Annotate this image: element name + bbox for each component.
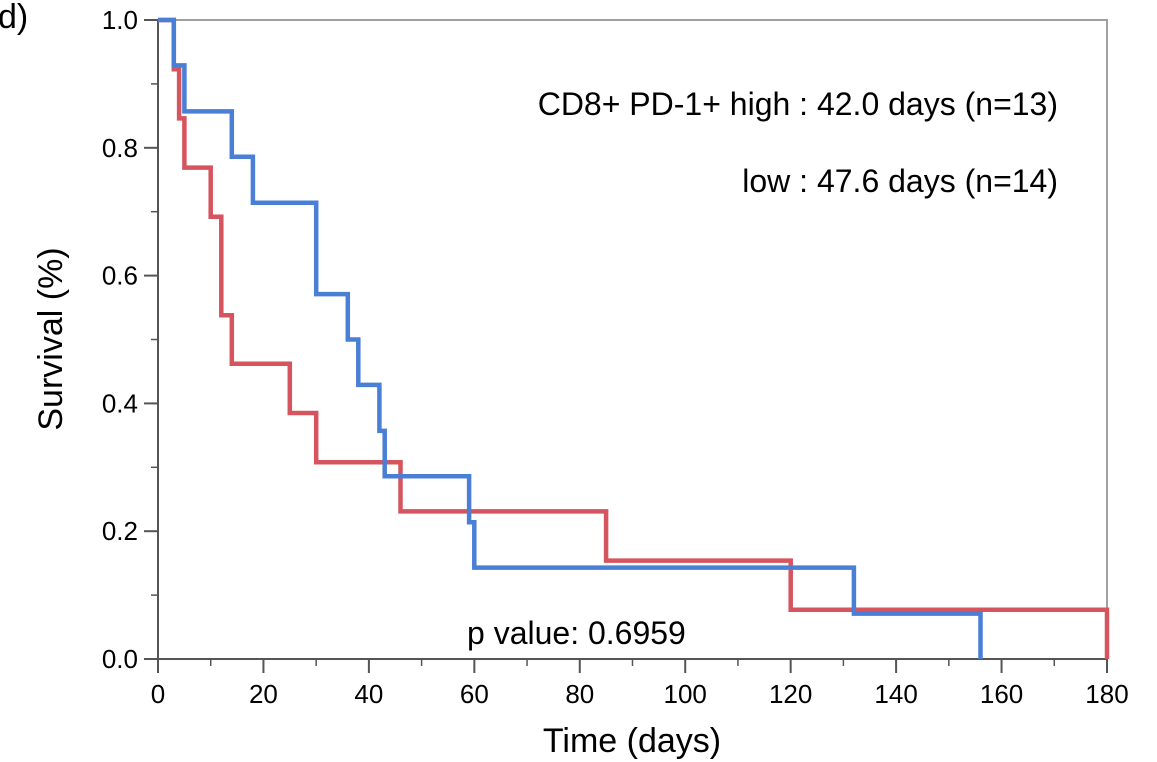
- y-tick-label: 1.0: [102, 5, 138, 35]
- y-tick-label: 0.4: [102, 388, 138, 418]
- x-tick-label: 40: [354, 679, 383, 709]
- x-axis: 0 20 40 60 80 100 120 140 160 180: [151, 658, 1129, 709]
- annotation-p-value: p value: 0.6959: [467, 615, 686, 651]
- y-tick-label: 0.8: [102, 133, 138, 163]
- survival-curve-blue: [158, 17, 983, 659]
- survival-curve-red: [158, 17, 1110, 659]
- annotation-low-group: low : 47.6 days (n=14): [742, 163, 1058, 199]
- x-tick-label: 140: [874, 679, 917, 709]
- y-tick-label: 0.6: [102, 261, 138, 291]
- x-tick-label: 0: [151, 679, 165, 709]
- annotation-high-group: CD8+ PD-1+ high : 42.0 days (n=13): [538, 86, 1058, 122]
- panel-label: d): [0, 0, 28, 36]
- x-tick-label: 20: [249, 679, 278, 709]
- series-layer: [158, 17, 1110, 659]
- x-axis-title: Time (days): [543, 722, 721, 760]
- y-axis: 0.0 0.2 0.4 0.6 0.8 1.0: [102, 5, 159, 674]
- x-tick-label: 100: [664, 679, 707, 709]
- y-axis-title: Survival (%): [32, 247, 70, 430]
- x-tick-label: 60: [460, 679, 489, 709]
- x-tick-label: 160: [980, 679, 1023, 709]
- x-tick-label: 80: [565, 679, 594, 709]
- x-tick-label: 180: [1085, 679, 1128, 709]
- x-tick-label: 120: [769, 679, 812, 709]
- y-tick-label: 0.0: [102, 644, 138, 674]
- y-tick-label: 0.2: [102, 516, 138, 546]
